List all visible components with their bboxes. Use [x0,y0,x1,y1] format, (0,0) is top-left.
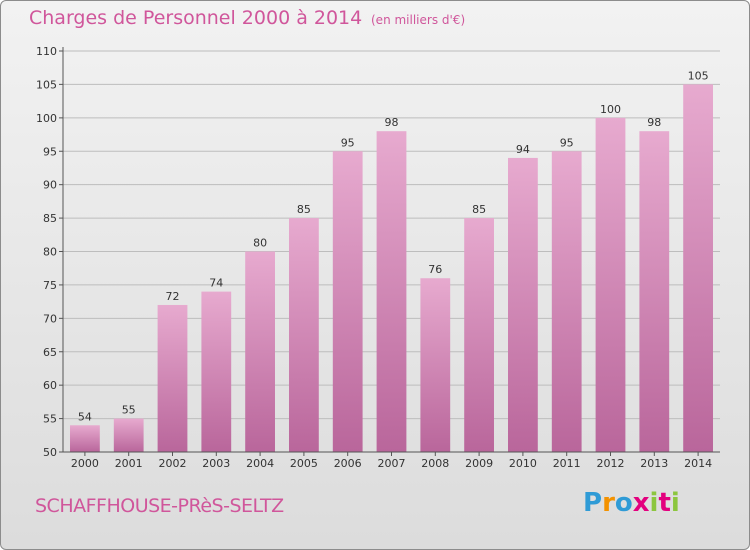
x-tick-label: 2001 [115,457,143,470]
x-tick-label: 2002 [159,457,187,470]
x-tick-label: 2012 [597,457,625,470]
logo-letter: i [649,488,659,518]
chart-title: Charges de Personnel 2000 à 2014 [29,7,363,29]
bar [289,218,319,452]
x-tick-label: 2003 [202,457,230,470]
data-label: 94 [516,143,530,156]
data-label: 80 [253,237,267,250]
x-tick-label: 2005 [290,457,318,470]
commune-name: SCHAFFHOUSE-PRèS-SELTZ [35,495,284,517]
logo-letter: P [583,488,603,518]
bars [70,84,713,453]
data-label: 105 [688,69,709,82]
x-tick-label: 2013 [640,457,668,470]
y-tick-label: 85 [43,212,57,225]
data-label: 72 [166,290,180,303]
x-tick-label: 2014 [684,457,712,470]
data-label: 100 [600,103,621,116]
y-tick-label: 55 [43,413,57,426]
y-tick-label: 105 [36,78,57,91]
data-labels: 54 55 72 74 80 85 95 98 76 85 94 95 100 98 105 [78,69,709,423]
x-tick-label: 2008 [421,457,449,470]
y-tick-label: 70 [43,312,57,325]
axes: 50 55 60 65 70 75 80 85 90 95 100 105 110 2000 2001 200… [36,45,720,470]
data-label: 74 [209,277,223,290]
bar [157,304,188,452]
logo-letter: t [658,488,671,518]
x-tick-label: 2006 [334,457,362,470]
data-label: 76 [428,263,442,276]
y-tick-label: 60 [43,379,57,392]
bar [332,151,363,452]
bar [201,291,232,452]
data-label: 98 [647,116,661,129]
bar [683,84,713,453]
y-tick-label: 50 [43,446,57,459]
bar [376,131,407,452]
proxiti-logo: Proxiti [583,488,680,518]
data-label: 98 [385,116,399,129]
bar [508,157,538,452]
bar [70,425,100,452]
data-label: 85 [297,203,311,216]
bar [464,218,494,452]
x-tick-label: 2010 [509,457,537,470]
bar [639,131,670,452]
data-label: 54 [78,410,92,423]
logo-letter: i [670,488,680,518]
y-tick-label: 90 [43,179,57,192]
bar [245,251,275,452]
y-tick-label: 65 [43,346,57,359]
bar [595,117,626,452]
y-tick-label: 100 [36,112,57,125]
logo-letter: r [602,488,615,518]
chart-subtitle: (en milliers d'€) [371,13,466,27]
y-tick-label: 80 [43,246,57,259]
x-tick-label: 2004 [246,457,274,470]
data-label: 95 [560,136,574,149]
data-label: 95 [341,136,355,149]
bar [113,418,144,452]
y-tick-label: 75 [43,279,57,292]
x-tick-label: 2011 [553,457,581,470]
data-label: 85 [472,203,486,216]
bar [551,151,582,452]
data-label: 55 [122,404,136,417]
x-tick-label: 2009 [465,457,493,470]
x-tick-label: 2000 [71,457,99,470]
logo-letter: x [632,488,650,518]
y-tick-label: 95 [43,145,57,158]
bar [420,278,451,452]
y-tick-label: 110 [36,45,57,58]
logo-letter: o [614,488,633,518]
x-tick-label: 2007 [378,457,406,470]
